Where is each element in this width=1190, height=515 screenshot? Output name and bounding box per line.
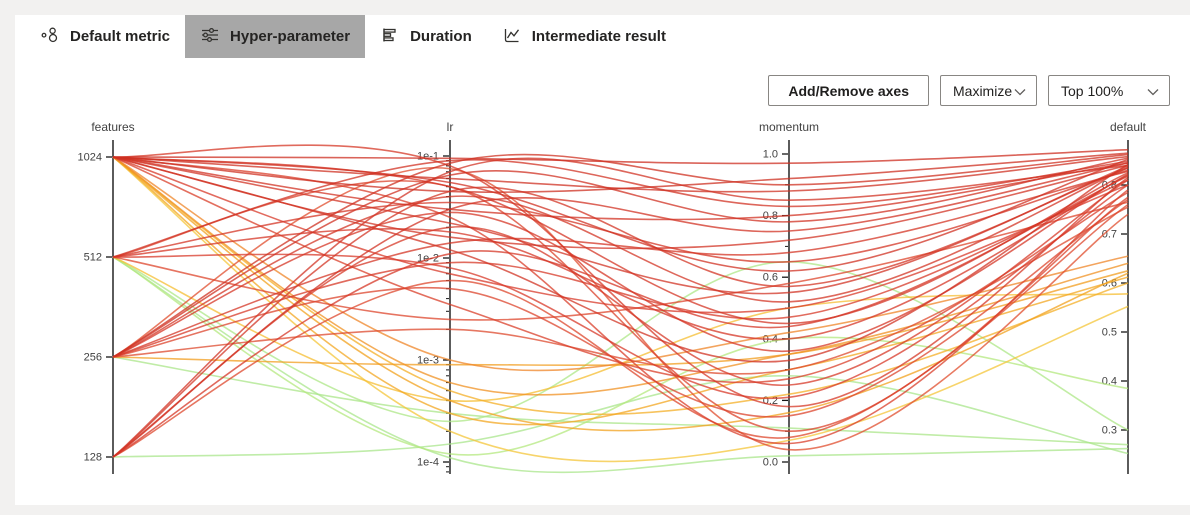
tick-label: 0.5 [1102,327,1117,339]
tab-label: Default metric [70,28,171,45]
trial-line[interactable] [112,166,1129,451]
trial-line[interactable] [112,156,1129,272]
tick-label: 1e-1 [417,151,439,163]
axis-title: default [1110,120,1147,134]
chevron-down-icon [1014,83,1026,99]
trial-line[interactable] [112,170,1129,358]
trial-line[interactable] [112,156,1129,432]
trial-line[interactable] [112,153,1129,358]
maximize-dropdown-value: Maximize [953,82,1013,99]
add-remove-axes-button[interactable]: Add/Remove axes [768,75,929,106]
axis-features[interactable]: features 1024 512 256 128 [78,120,135,474]
duration-icon [380,25,400,49]
tick-label: 256 [84,352,102,364]
view-tabs: Default metric Hyper-parameter [15,15,1190,58]
default-metric-icon [40,25,60,49]
tab-hyper-parameter[interactable]: Hyper-parameter [185,15,366,58]
tab-intermediate-result[interactable]: Intermediate result [487,15,681,58]
trial-line[interactable] [112,156,1129,295]
tab-label: Intermediate result [531,28,666,45]
parallel-coordinates-chart: features 1024 512 256 128 lr 1e-1 1e-2 1e-3 1e-4 m… [15,110,1190,510]
parallel-coordinates-svg: features1024512256128lr1e-11e-21e-31e-4m… [78,120,1147,474]
trial-line[interactable] [112,156,1129,463]
trial-line[interactable] [112,157,1129,458]
maximize-dropdown[interactable]: Maximize [940,75,1037,106]
trial-line[interactable] [112,148,1129,165]
trial-line[interactable] [112,167,1129,358]
trial-line[interactable] [112,256,1129,474]
trial-line[interactable] [112,174,1129,341]
trial-line[interactable] [112,156,1129,396]
intermediate-result-icon [502,25,522,49]
trial-line[interactable] [112,144,1129,408]
trial-line[interactable] [112,199,1129,418]
trial-line[interactable] [112,156,1129,416]
trial-line[interactable] [112,156,1129,221]
tab-label: Duration [410,28,472,45]
trial-line[interactable] [112,374,1129,458]
trial-line[interactable] [112,184,1129,400]
trial-line[interactable] [112,206,1129,375]
trial-line[interactable] [112,156,1129,445]
axis-title: lr [447,120,454,134]
tick-label: 1e-3 [417,355,439,367]
trial-line[interactable] [112,270,1129,367]
top-percent-dropdown[interactable]: Top 100% [1048,75,1170,106]
tick-label: 1024 [78,152,102,164]
tick-label: 0.6 [763,272,778,284]
trial-line[interactable] [112,156,1129,363]
tick-label: 128 [84,452,102,464]
tick-label: 0.3 [1102,425,1117,437]
hpo-panel: Default metric Hyper-parameter [15,15,1190,505]
tab-label: Hyper-parameter [230,28,351,45]
trial-line[interactable] [112,152,1129,193]
tick-label: 1e-4 [417,457,439,469]
trial-line[interactable] [112,356,1129,446]
axis-title: features [91,120,134,134]
tick-label: 0.7 [1102,229,1117,241]
axis-title: momentum [759,120,819,134]
trial-line[interactable] [112,156,1129,325]
top-percent-dropdown-value: Top 100% [1061,82,1124,99]
tick-label: 512 [84,252,102,264]
tick-label: 0.0 [763,457,778,469]
tab-duration[interactable]: Duration [365,15,487,58]
trial-line[interactable] [112,159,1129,258]
trial-lines [112,144,1129,474]
trial-line[interactable] [112,156,1129,384]
hyper-parameter-icon [200,25,220,49]
axes: features1024512256128lr1e-11e-21e-31e-4m… [78,120,1147,474]
trial-line[interactable] [112,173,1129,358]
chevron-down-icon [1147,83,1159,99]
trial-line[interactable] [112,156,1129,314]
tick-label: 1.0 [763,149,778,161]
trial-line[interactable] [112,162,1129,458]
trial-line[interactable] [112,179,1129,358]
tab-default-metric[interactable]: Default metric [25,15,185,58]
chart-toolbar: Add/Remove axes Maximize Top 100% [768,75,1170,106]
